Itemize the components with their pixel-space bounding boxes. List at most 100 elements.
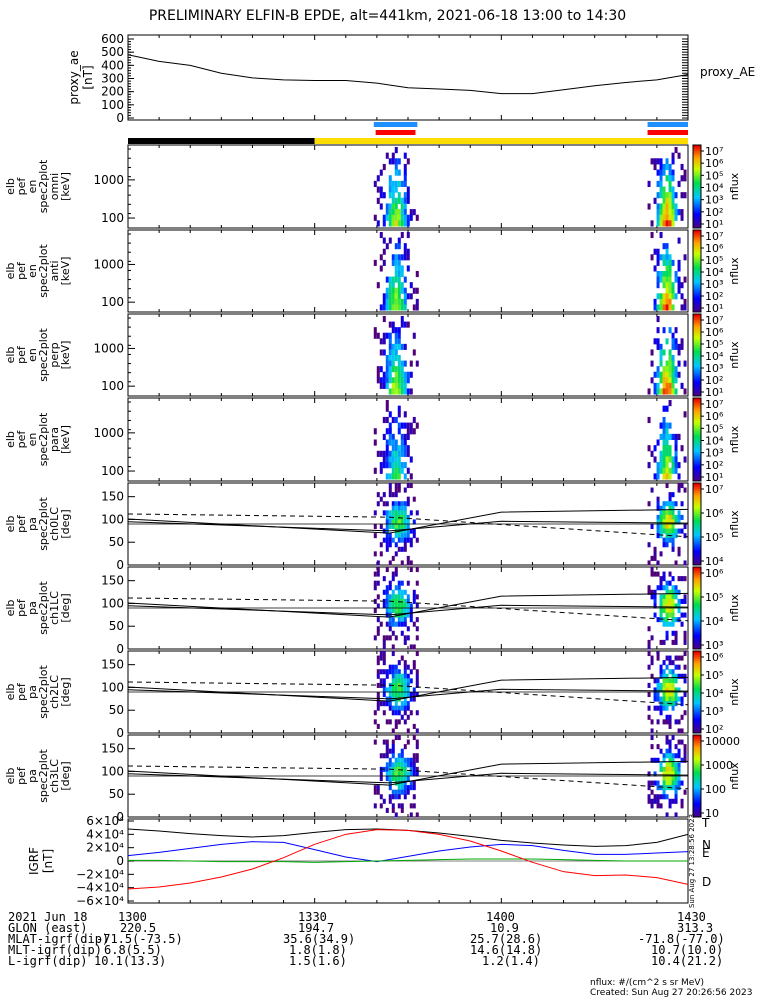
spec-anti-cell — [674, 276, 678, 283]
spec-omni-cell — [382, 192, 386, 199]
spec-omni-cell — [376, 175, 380, 182]
pa-ch1-cell — [665, 585, 669, 591]
spec-anti-cell — [382, 304, 386, 311]
pa-ch0-cell — [677, 551, 681, 557]
pa-ch0-cell — [391, 492, 395, 498]
pa-ch3-cell — [674, 753, 678, 759]
pa-ch2-cell — [668, 723, 672, 729]
spec-omni-colorbar-seg — [693, 171, 701, 175]
pa-ch1-cell — [659, 603, 663, 609]
pa-ch0-cell — [656, 528, 660, 534]
spec-perp-ylabel-line: perp — [48, 342, 61, 367]
pa-ch1-cell — [671, 608, 675, 614]
spec-anti-colorbar-seg — [693, 250, 701, 254]
spec-perp-cell — [677, 360, 681, 367]
spec-para-cell — [391, 467, 395, 474]
spec-omni-colorbar-tick-label: 10¹ — [705, 218, 723, 231]
pa-ch0-cell — [406, 501, 410, 507]
spec-para-colorbar-seg — [693, 462, 701, 465]
spec-perp-cell — [668, 371, 672, 378]
pa-ch2-cell — [662, 705, 666, 711]
spec-perp-cell — [650, 377, 654, 384]
pa-ch2-cell — [683, 651, 687, 657]
pa-ch2-ylabel-line: elb — [4, 684, 17, 701]
pa-ch3-cell — [674, 812, 678, 818]
spec-perp-cell — [385, 332, 389, 339]
pa-ch1-cell — [662, 585, 666, 591]
pa-ch2-cell — [671, 660, 675, 666]
pa-ch0-cell — [671, 505, 675, 511]
pa-ch3-cell — [656, 794, 660, 800]
pa-ch3-colorbar-seg — [693, 796, 701, 800]
spec-perp-cell — [662, 366, 666, 373]
spec-perp-cell — [385, 366, 389, 373]
spec-perp-cell — [674, 338, 678, 345]
spec-anti-cell — [680, 304, 684, 311]
pa-ch1-cell — [391, 630, 395, 636]
spec-perp-cell — [659, 355, 663, 362]
pa-ch0-colorbar-seg — [693, 483, 701, 486]
spec-omni-cell — [391, 152, 395, 159]
spec-para-cell — [394, 473, 398, 480]
pa-ch1-cell — [406, 608, 410, 614]
spec-omni-cell — [406, 192, 410, 199]
spec-perp-cell — [382, 371, 386, 378]
pa-ch2-ytick-label: 0 — [116, 726, 124, 740]
spec-perp-cell — [656, 343, 660, 350]
pa-ch1-ytick-label: 50 — [109, 619, 124, 633]
pa-ch0-colorbar-seg — [693, 526, 701, 529]
pa-ch2-cell — [415, 710, 419, 716]
spec-anti-cell — [394, 259, 398, 266]
pa-ch0-colorbar-seg — [693, 530, 701, 533]
pa-ch3-colorbar-seg — [693, 788, 701, 791]
pa-ch3-colorbar-seg — [693, 767, 701, 771]
pa-ch3-cell — [394, 776, 398, 782]
pa-ch1-cell — [412, 589, 416, 595]
pa-ch0-cell — [647, 542, 651, 548]
pa-ch1-colorbar-seg — [693, 634, 701, 638]
pa-ch2-cell — [668, 669, 672, 675]
pa-ch1-cell — [671, 589, 675, 595]
pa-ch0-cell — [397, 519, 401, 525]
orbit-label-glon: GLON (east) — [8, 921, 88, 935]
spec-para-cell — [397, 473, 401, 480]
spec-anti-cell — [388, 276, 392, 283]
spec-para-cell — [683, 411, 687, 418]
spec-omni-cell — [388, 180, 392, 187]
pa-ch2-cell — [650, 655, 654, 661]
pa-ch1-cell — [382, 576, 386, 582]
pa-ch3-cell — [662, 780, 666, 786]
spec-para-cell — [385, 439, 389, 446]
pa-ch3-cell — [662, 789, 666, 795]
spec-para-cell — [662, 405, 666, 412]
igrf-legend-T: T — [701, 816, 710, 830]
spec-perp-cell — [388, 355, 392, 362]
pa-ch2-cell — [403, 710, 407, 716]
spec-perp-cell — [668, 360, 672, 367]
pa-ch2-antiloss-cone-line — [127, 688, 689, 700]
pa-ch1-cell — [382, 589, 386, 595]
spec-omni-cell — [659, 175, 663, 182]
pa-ch0-cell — [668, 501, 672, 507]
pa-ch3-cell — [400, 748, 404, 754]
spec-omni-cell — [397, 158, 401, 165]
pa-ch3-antiloss-cone-line — [127, 772, 689, 784]
spec-anti-cell — [391, 276, 395, 283]
pa-ch3-cell — [668, 798, 672, 804]
pa-ch0-cell — [388, 510, 392, 516]
pa-ch0-cell — [403, 537, 407, 543]
science-zone-blue-marker-1 — [373, 122, 418, 127]
pa-ch1-cell — [382, 635, 386, 641]
spec-omni-cell — [665, 209, 669, 216]
orbit-col2-mlt: 1.8(1.8) — [289, 943, 347, 957]
pa-ch3-cell — [671, 776, 675, 782]
pa-ch0-cell — [409, 560, 413, 566]
pa-ch2-cell — [403, 696, 407, 702]
igrf-ytick-label: 2×10⁴ — [86, 841, 124, 855]
spec-para-cell — [653, 456, 657, 463]
spec-para-cell — [403, 462, 407, 469]
pa-ch2-cell — [683, 710, 687, 716]
pa-ch3-cell — [668, 803, 672, 809]
pa-ch0-cell — [656, 496, 660, 502]
